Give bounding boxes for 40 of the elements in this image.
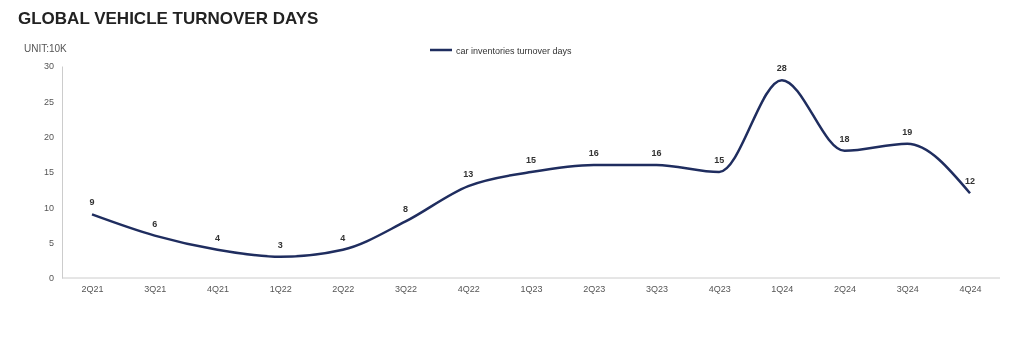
x-tick-label: 3Q23	[645, 284, 668, 295]
x-tick-label: 3Q21	[144, 284, 167, 295]
x-tick-label: 1Q24	[771, 284, 794, 295]
data-label: 8	[403, 204, 409, 215]
x-tick-label: 2Q21	[81, 284, 104, 295]
data-label: 15	[714, 155, 725, 165]
chart-title: GLOBAL VEHICLE TURNOVER DAYS	[18, 9, 319, 28]
data-label: 3	[277, 239, 283, 250]
data-label: 4	[340, 232, 346, 243]
data-label: 16	[651, 147, 662, 158]
data-label: 18	[839, 133, 850, 144]
y-tick-label: 15	[43, 167, 54, 178]
data-label: 16	[588, 147, 599, 158]
data-label: 28	[776, 63, 787, 74]
x-tick-label: 1Q22	[269, 284, 292, 295]
x-tick-label: 3Q22	[395, 284, 418, 295]
x-tick-label: 4Q21	[206, 284, 229, 295]
data-label: 9	[89, 197, 95, 208]
legend-label: car inventories turnover days	[456, 45, 573, 56]
y-tick-label: 10	[43, 202, 54, 213]
y-tick-label: 5	[48, 238, 54, 249]
data-label: 6	[152, 218, 158, 229]
x-tick-label: 4Q24	[959, 284, 982, 295]
x-tick-label: 3Q24	[896, 284, 919, 295]
x-tick-label: 2Q22	[332, 284, 355, 295]
y-tick-label: 20	[43, 132, 54, 143]
data-label: 4	[214, 232, 220, 243]
y-tick-label: 30	[43, 61, 54, 72]
x-tick-label: 2Q24	[834, 284, 857, 295]
x-tick-label: 2Q23	[583, 284, 606, 295]
data-label: 12	[964, 176, 976, 187]
y-axis-title: UNIT:10K	[24, 43, 68, 54]
y-tick-label: 25	[43, 96, 54, 107]
data-label: 13	[463, 169, 474, 180]
y-tick-label: 0	[48, 273, 54, 284]
data-label: 15	[525, 155, 537, 165]
x-tick-label: 1Q23	[520, 284, 543, 295]
x-tick-label: 4Q23	[708, 284, 731, 295]
x-tick-label: 4Q22	[457, 284, 480, 295]
data-label: 19	[902, 126, 913, 137]
